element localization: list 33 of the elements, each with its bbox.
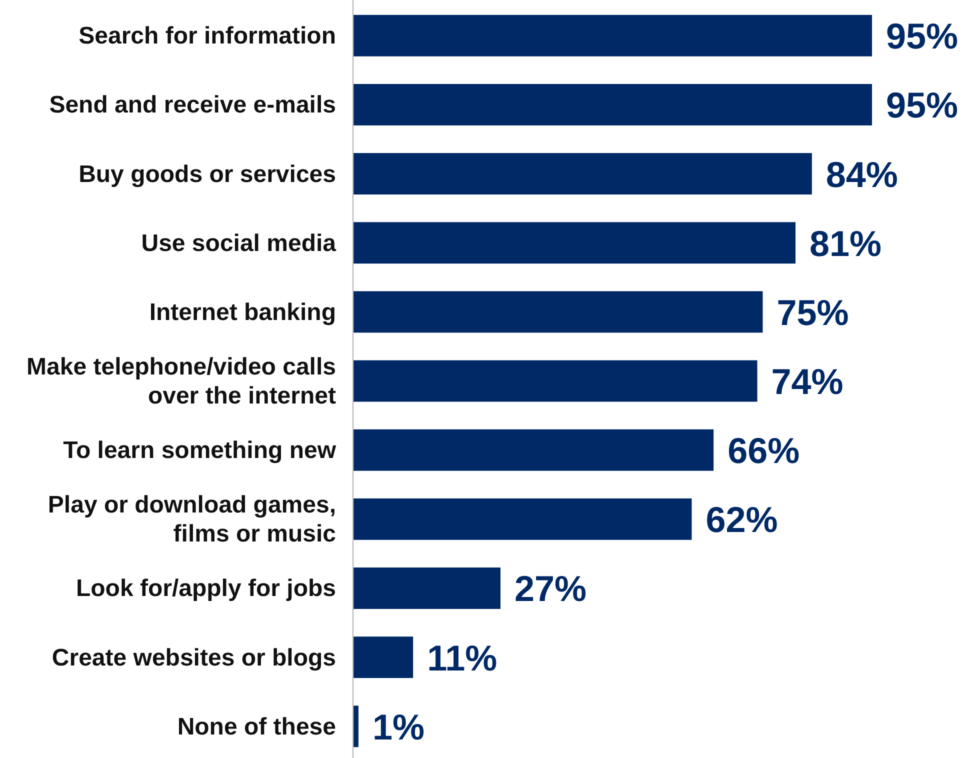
data-label: 84% [826, 154, 898, 195]
bar [353, 291, 763, 333]
bar [353, 84, 872, 126]
y-tick-label: None of these [177, 713, 336, 740]
y-tick-label: Create websites or blogs [52, 644, 336, 672]
bar [353, 706, 358, 748]
data-label: 27% [514, 568, 587, 610]
y-tick-label: Search for information [78, 22, 336, 50]
data-label: 11% [427, 637, 498, 678]
bar [353, 153, 812, 194]
data-label: 81% [810, 222, 882, 264]
data-label: 74% [771, 361, 844, 402]
bar [353, 14, 872, 56]
y-tick-label: Play or download games, films or music [48, 492, 336, 548]
bar [353, 568, 501, 609]
data-label: 95% [886, 16, 958, 57]
y-tick-label: Use social media [141, 230, 337, 257]
y-tick-label: Buy goods or services [78, 160, 336, 188]
y-tick-label: Make telephone/video calls over the internet [26, 354, 336, 410]
y-tick-label: Look for/apply for jobs [76, 575, 336, 602]
bar [353, 498, 692, 540]
y-tick-label: Internet banking [149, 298, 336, 326]
data-label: 1% [372, 706, 424, 748]
y-tick-label: Send and receive e-mails [49, 92, 336, 119]
data-label: 75% [776, 292, 849, 333]
data-label: 95% [886, 84, 958, 126]
data-label: 62% [706, 499, 778, 540]
bar [353, 636, 414, 678]
bar [353, 222, 796, 264]
bar [353, 429, 714, 471]
data-label: 66% [728, 430, 800, 472]
y-tick-label: To learn something new [63, 437, 336, 464]
bar [353, 360, 758, 402]
